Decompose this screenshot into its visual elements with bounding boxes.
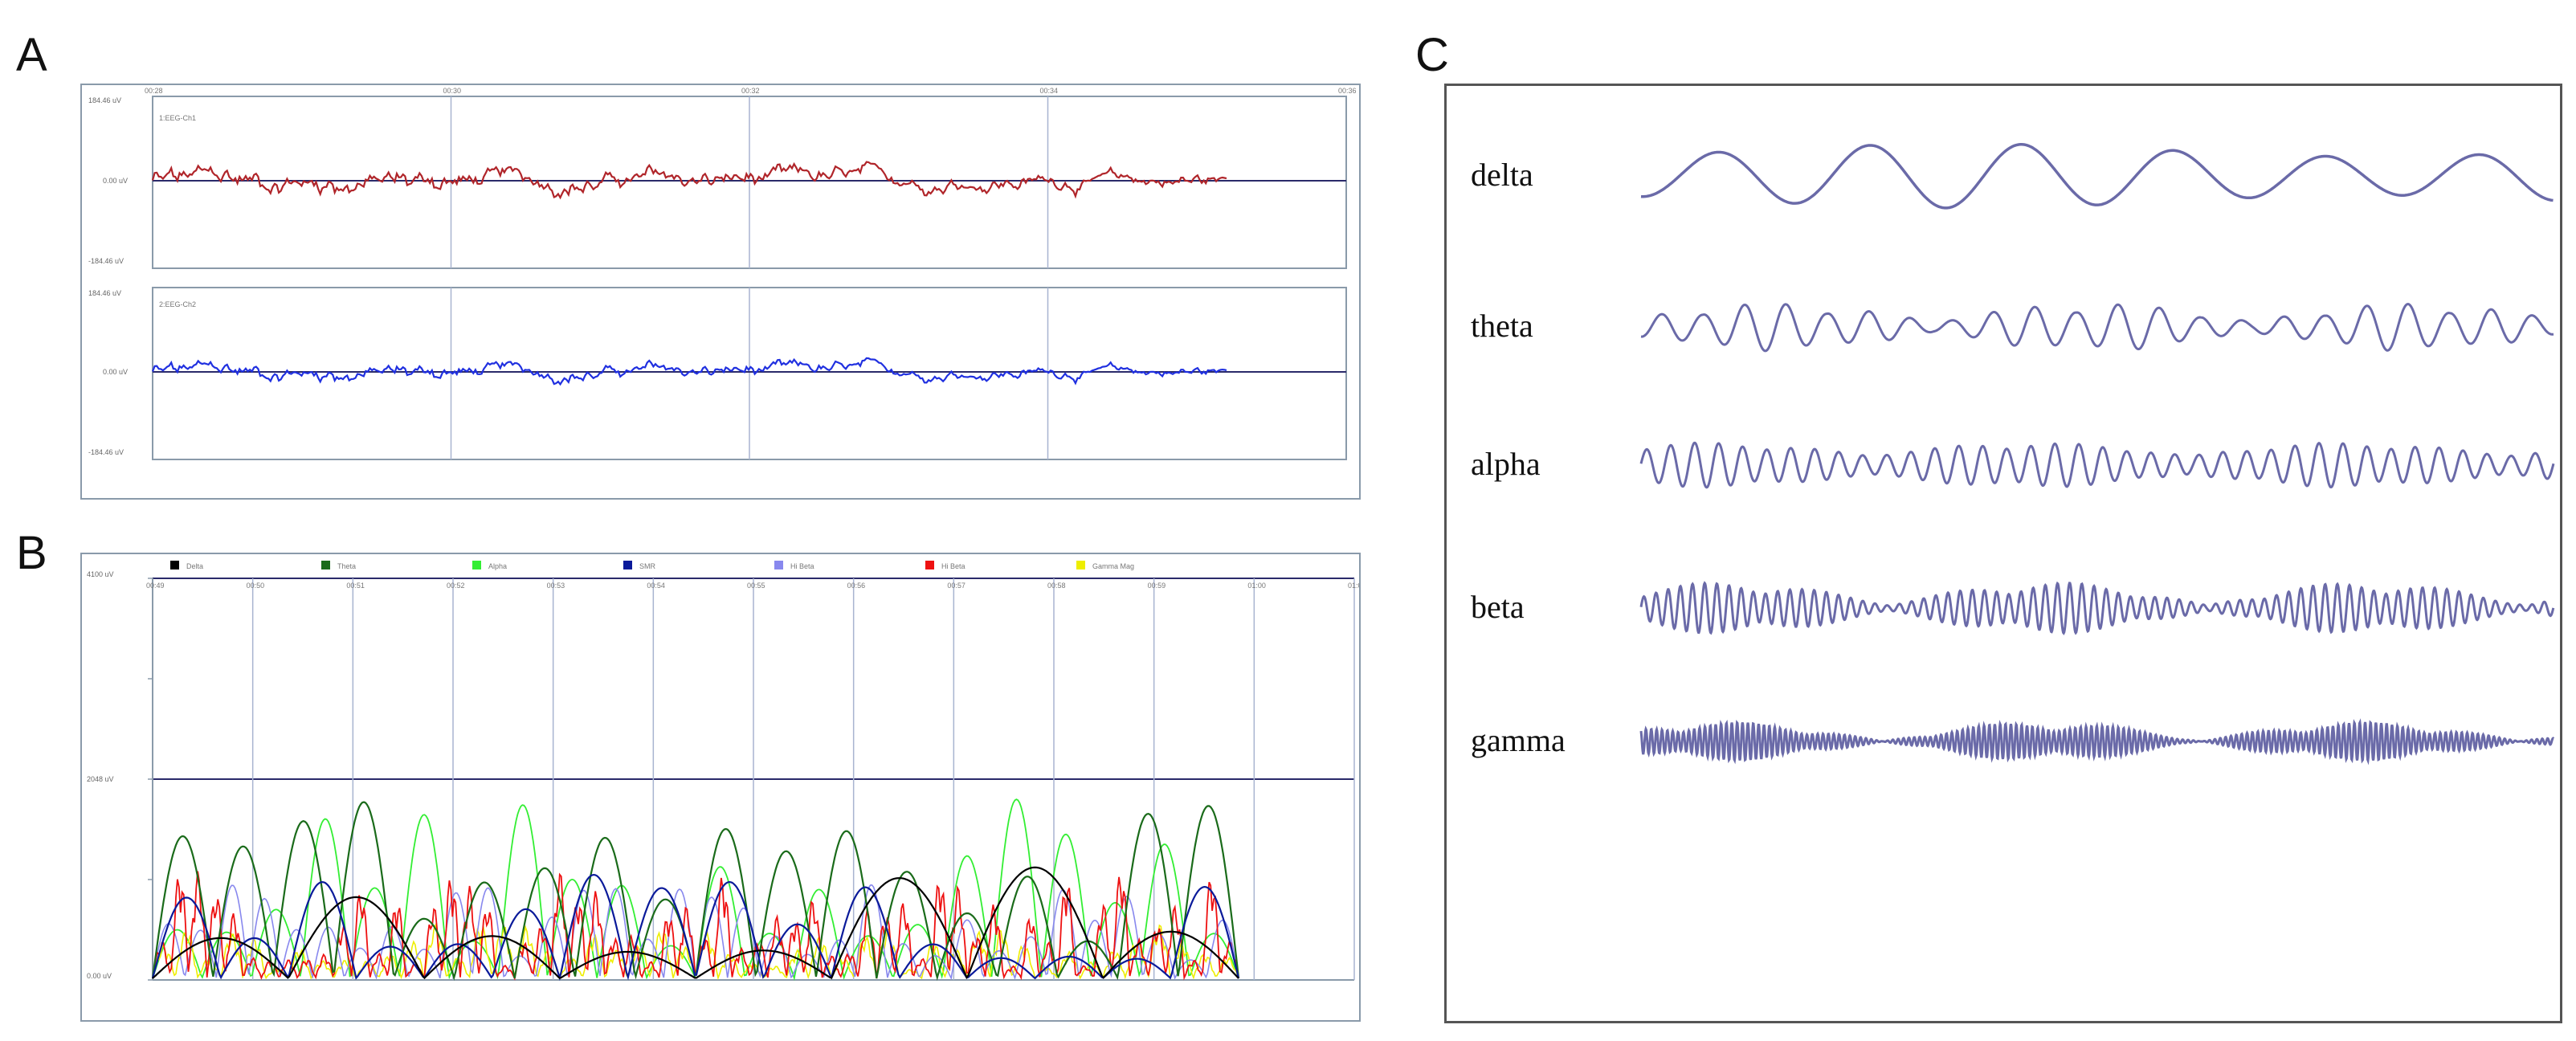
legend-label: Theta — [337, 562, 356, 570]
band-wave-delta — [1640, 143, 2554, 210]
panel-b-y-mid-label: 2048 uV — [87, 775, 114, 783]
time-label: 00:56 — [847, 582, 866, 590]
panel-c-letter: C — [1415, 29, 1449, 81]
panel-a-plot: 184.46 uV 0.00 uV -184.46 uV 1:EEG-Ch1 1… — [88, 87, 1357, 460]
panel-b-legend: Delta Theta Alpha SMR Hi Beta Hi Beta Gamma Ma… — [170, 561, 1134, 570]
channel-1-trace — [151, 161, 1227, 200]
panel-b-plot: Delta Theta Alpha SMR Hi Beta Hi Beta Gamma Ma… — [87, 561, 1366, 982]
legend-label: Hi Beta — [790, 562, 814, 570]
time-label: 00:55 — [747, 582, 765, 590]
legend-label: SMR — [639, 562, 656, 570]
time-label: 00:32 — [741, 87, 760, 95]
time-label: 00:51 — [346, 582, 365, 590]
legend-swatch — [170, 561, 179, 569]
time-label: 01:01 — [1348, 582, 1359, 590]
panel-c-eeg-bands: delta theta alpha beta gamma — [1444, 84, 2562, 1023]
time-label: 00:54 — [647, 582, 665, 590]
time-label: 00:36 — [1338, 87, 1357, 95]
time-label: 00:34 — [1040, 87, 1059, 95]
legend-label: Delta — [186, 562, 203, 570]
time-label: 00:58 — [1047, 582, 1066, 590]
panel-c-plot: delta theta alpha beta gamma — [1471, 143, 2555, 765]
channel-1-y-top-label: 184.46 uV — [88, 96, 121, 104]
time-label: 00:50 — [247, 582, 265, 590]
legend-label: Gamma Mag — [1092, 562, 1134, 570]
time-label: 00:57 — [947, 582, 965, 590]
channel-2-y-mid-label: 0.00 uV — [103, 368, 128, 376]
panel-b-y-bottom-label: 0.00 uV — [87, 972, 112, 980]
time-label: 00:49 — [146, 582, 165, 590]
legend-label: Hi Beta — [941, 562, 965, 570]
legend-swatch — [623, 561, 632, 569]
band-power-trace — [152, 866, 1239, 980]
channel-2-y-top-label: 184.46 uV — [88, 289, 121, 297]
panel-a-grid — [450, 96, 1049, 459]
panel-b-y-top-label: 4100 uV — [87, 570, 114, 578]
time-label: 00:59 — [1148, 582, 1166, 590]
panel-a-letter: A — [16, 29, 47, 81]
legend-label: Alpha — [488, 562, 507, 570]
channel-2-name: 2:EEG-Ch2 — [159, 300, 196, 308]
panel-a-raw-eeg: 184.46 uV 0.00 uV -184.46 uV 1:EEG-Ch1 1… — [80, 84, 1361, 500]
panel-b-letter: B — [16, 527, 47, 579]
band-wave-gamma — [1639, 718, 2555, 765]
time-label: 01:00 — [1247, 582, 1266, 590]
time-label: 00:28 — [145, 87, 163, 95]
legend-swatch — [1076, 561, 1085, 569]
time-label: 00:30 — [443, 87, 462, 95]
legend-swatch — [774, 561, 783, 569]
channel-2-y-bottom-label: -184.46 uV — [88, 448, 124, 456]
channel-1-y-mid-label: 0.00 uV — [103, 177, 128, 185]
panel-b-band-power: Delta Theta Alpha SMR Hi Beta Hi Beta Gamma Ma… — [80, 553, 1366, 1022]
time-label: 00:53 — [547, 582, 565, 590]
band-label-theta: theta — [1471, 308, 1533, 344]
band-power-trace — [151, 801, 1240, 982]
legend-swatch — [321, 561, 330, 569]
band-label-alpha: alpha — [1471, 446, 1541, 482]
channel-1-name: 1:EEG-Ch1 — [159, 114, 196, 122]
band-wave-beta — [1639, 581, 2555, 635]
band-label-delta: delta — [1471, 157, 1533, 193]
band-wave-theta — [1640, 302, 2554, 353]
band-power-trace — [151, 873, 1240, 982]
band-wave-alpha — [1639, 441, 2555, 489]
channel-1-y-bottom-label: -184.46 uV — [88, 257, 124, 265]
panel-c-bands: delta theta alpha beta gamma — [1471, 143, 2555, 765]
panel-a-time-labels: 00:28 00:30 00:32 00:34 00:36 — [145, 87, 1357, 95]
band-label-gamma: gamma — [1471, 722, 1566, 758]
legend-swatch — [472, 561, 481, 569]
band-label-beta: beta — [1471, 589, 1525, 625]
panel-b-time-labels: 00:49 00:50 00:51 00:52 00:53 00:54 00:55 00:56… — [146, 582, 1366, 590]
legend-swatch — [925, 561, 934, 569]
time-label: 00:52 — [447, 582, 465, 590]
panel-b-band-traces — [151, 798, 1240, 982]
channel-2-trace — [151, 357, 1227, 386]
panel-b-grid — [148, 578, 1355, 981]
